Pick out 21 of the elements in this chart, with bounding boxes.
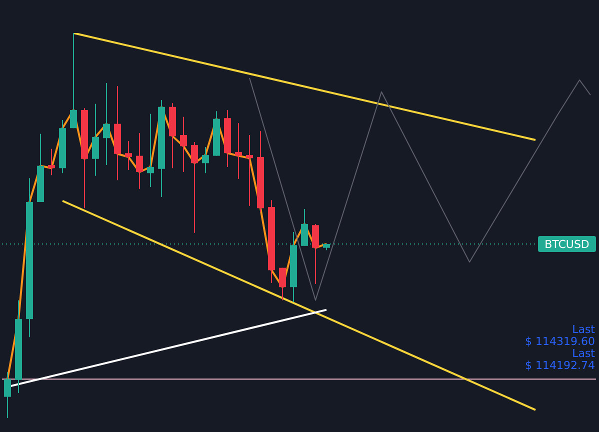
annotation: $ 114319.60 — [524, 335, 595, 348]
candlestick — [279, 267, 286, 301]
candlestick — [180, 116, 187, 172]
annotation: Last — [571, 323, 595, 336]
annotation: $ 114192.74 — [524, 359, 595, 372]
candlestick — [92, 103, 99, 176]
candlestick — [48, 148, 55, 176]
candlestick — [301, 208, 308, 246]
candlestick — [70, 33, 77, 129]
candlestick — [202, 146, 209, 174]
candlestick — [147, 113, 154, 188]
annotation: Last — [571, 347, 595, 360]
candlestick — [125, 140, 132, 171]
candlestick — [136, 132, 143, 190]
candlestick — [4, 372, 11, 418]
ref-line-label: BTCUSD — [544, 238, 590, 251]
candlestick — [103, 82, 110, 166]
candlestick — [235, 122, 242, 180]
candlestick — [191, 141, 198, 234]
candlestick — [312, 223, 319, 285]
candlestick — [246, 134, 253, 206]
